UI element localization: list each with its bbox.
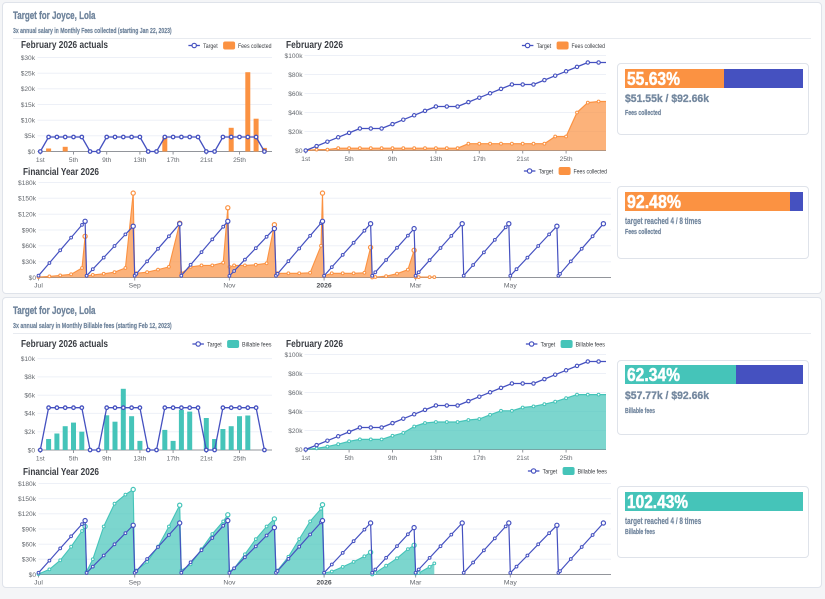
svg-text:$10k: $10k: [21, 118, 36, 125]
svg-text:$5k: $5k: [24, 133, 35, 140]
svg-text:$60k: $60k: [22, 542, 37, 549]
svg-text:$180k: $180k: [18, 180, 37, 187]
svg-text:5th: 5th: [345, 156, 354, 163]
svg-text:Mar: Mar: [410, 283, 422, 290]
svg-text:21st: 21st: [200, 157, 213, 164]
svg-text:$25k: $25k: [21, 71, 36, 78]
svg-text:Nov: Nov: [223, 580, 236, 587]
svg-text:Mar: Mar: [410, 580, 422, 587]
svg-text:February 2026: February 2026: [286, 339, 343, 350]
svg-text:2026: 2026: [317, 580, 332, 587]
svg-text:17th: 17th: [167, 157, 180, 164]
svg-text:25th: 25th: [560, 156, 573, 163]
svg-text:$8k: $8k: [24, 374, 35, 381]
svg-text:1st: 1st: [301, 156, 310, 163]
svg-text:$6k: $6k: [24, 393, 35, 400]
svg-text:1st: 1st: [36, 456, 45, 463]
svg-text:9th: 9th: [388, 455, 397, 462]
svg-text:$0: $0: [29, 275, 37, 282]
svg-text:5th: 5th: [69, 456, 78, 463]
svg-text:9th: 9th: [102, 456, 111, 463]
svg-text:21st: 21st: [516, 455, 529, 462]
svg-text:Sep: Sep: [129, 283, 141, 290]
svg-text:13th: 13th: [133, 456, 146, 463]
svg-text:$80k: $80k: [288, 72, 303, 79]
svg-text:5th: 5th: [345, 455, 354, 462]
svg-text:$60k: $60k: [288, 390, 303, 397]
svg-text:21st: 21st: [200, 456, 213, 463]
svg-text:$0: $0: [295, 148, 303, 155]
svg-text:Jul: Jul: [34, 283, 43, 290]
svg-text:$0: $0: [28, 447, 36, 454]
svg-text:February 2026 actuals: February 2026 actuals: [21, 339, 108, 350]
svg-text:$0: $0: [29, 572, 37, 579]
svg-text:Billable fees: Billable fees: [578, 468, 608, 475]
svg-text:13th: 13th: [133, 157, 146, 164]
svg-text:17th: 17th: [473, 455, 486, 462]
svg-text:Sep: Sep: [129, 580, 141, 587]
svg-text:$100k: $100k: [285, 352, 304, 359]
svg-text:$120k: $120k: [18, 511, 37, 518]
svg-text:Jul: Jul: [34, 580, 43, 587]
svg-text:25th: 25th: [233, 157, 246, 164]
svg-text:$80k: $80k: [288, 371, 303, 378]
svg-text:$4k: $4k: [24, 411, 35, 418]
svg-text:$30k: $30k: [22, 259, 37, 266]
svg-text:17th: 17th: [167, 456, 180, 463]
svg-text:May: May: [504, 580, 517, 587]
svg-text:9th: 9th: [388, 156, 397, 163]
svg-text:Fees collected: Fees collected: [238, 43, 272, 50]
svg-text:Target: Target: [203, 43, 218, 50]
svg-text:5th: 5th: [69, 157, 78, 164]
svg-text:25th: 25th: [560, 455, 573, 462]
svg-text:25th: 25th: [233, 456, 246, 463]
svg-text:Fees collected: Fees collected: [574, 168, 608, 175]
svg-text:$20k: $20k: [288, 428, 303, 435]
svg-text:13th: 13th: [429, 156, 442, 163]
svg-text:$90k: $90k: [22, 227, 37, 234]
svg-text:Target: Target: [541, 341, 556, 348]
svg-text:Financial Year 2026: Financial Year 2026: [23, 167, 99, 178]
svg-text:$15k: $15k: [21, 102, 36, 109]
svg-text:Fees collected: Fees collected: [572, 43, 606, 50]
svg-text:Target: Target: [207, 341, 222, 348]
svg-text:$0: $0: [295, 447, 303, 454]
svg-text:Target: Target: [539, 168, 554, 175]
svg-text:$30k: $30k: [21, 55, 36, 62]
svg-text:1st: 1st: [301, 455, 310, 462]
svg-text:$40k: $40k: [288, 110, 303, 117]
svg-text:$2k: $2k: [24, 429, 35, 436]
svg-text:$40k: $40k: [288, 409, 303, 416]
svg-text:13th: 13th: [429, 455, 442, 462]
svg-text:$30k: $30k: [22, 557, 37, 564]
svg-text:Nov: Nov: [223, 283, 236, 290]
svg-text:$10k: $10k: [21, 356, 36, 363]
svg-text:$20k: $20k: [21, 86, 36, 93]
svg-text:Billable fees: Billable fees: [242, 341, 272, 348]
svg-text:$60k: $60k: [288, 91, 303, 98]
svg-text:Financial Year 2026: Financial Year 2026: [23, 467, 99, 478]
svg-text:Target: Target: [543, 468, 558, 475]
svg-text:$100k: $100k: [285, 53, 304, 60]
svg-text:21st: 21st: [516, 156, 529, 163]
svg-text:$60k: $60k: [22, 243, 37, 250]
svg-text:1st: 1st: [36, 157, 45, 164]
svg-text:$180k: $180k: [18, 481, 37, 488]
svg-text:Target: Target: [537, 43, 552, 50]
svg-text:May: May: [504, 283, 517, 290]
svg-text:Billable fees: Billable fees: [576, 341, 606, 348]
svg-text:17th: 17th: [473, 156, 486, 163]
svg-text:February 2026 actuals: February 2026 actuals: [21, 40, 108, 51]
svg-text:$90k: $90k: [22, 526, 37, 533]
svg-text:$150k: $150k: [18, 196, 37, 203]
svg-text:$120k: $120k: [18, 212, 37, 219]
svg-text:$0: $0: [28, 149, 36, 156]
svg-text:9th: 9th: [102, 157, 111, 164]
svg-text:February 2026: February 2026: [286, 40, 343, 51]
svg-text:$20k: $20k: [288, 129, 303, 136]
svg-text:2026: 2026: [317, 283, 332, 290]
svg-text:$150k: $150k: [18, 496, 37, 503]
